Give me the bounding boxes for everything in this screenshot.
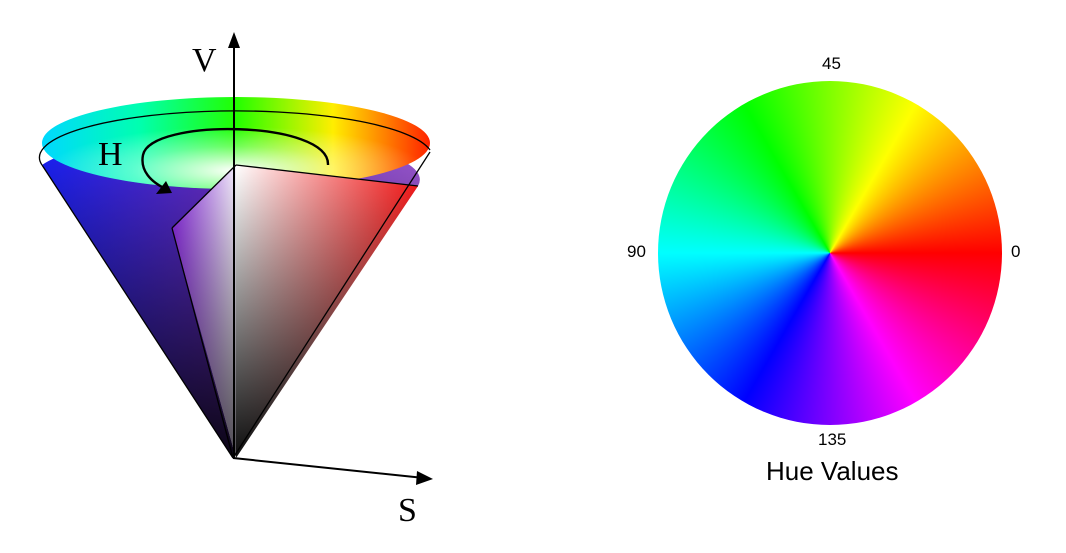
value-axis-arrow: [228, 32, 240, 458]
hue-tick-label-top: 45: [822, 54, 841, 73]
hue-tick-label-bottom: 135: [818, 430, 847, 449]
hue-label: H: [98, 136, 123, 173]
saturation-axis-label: S: [398, 492, 417, 529]
hue-tick-label-left: 90: [627, 242, 646, 261]
hue-color-wheel: [658, 81, 1002, 425]
hsv-cone-diagram: [38, 32, 433, 485]
hue-wheel-caption: Hue Values: [766, 456, 899, 486]
value-axis-label: V: [192, 42, 217, 79]
saturation-axis-arrow: [232, 457, 433, 485]
hue-tick-label-right: 0: [1011, 242, 1021, 261]
hue-rotation-arrow-icon: [141, 127, 330, 194]
